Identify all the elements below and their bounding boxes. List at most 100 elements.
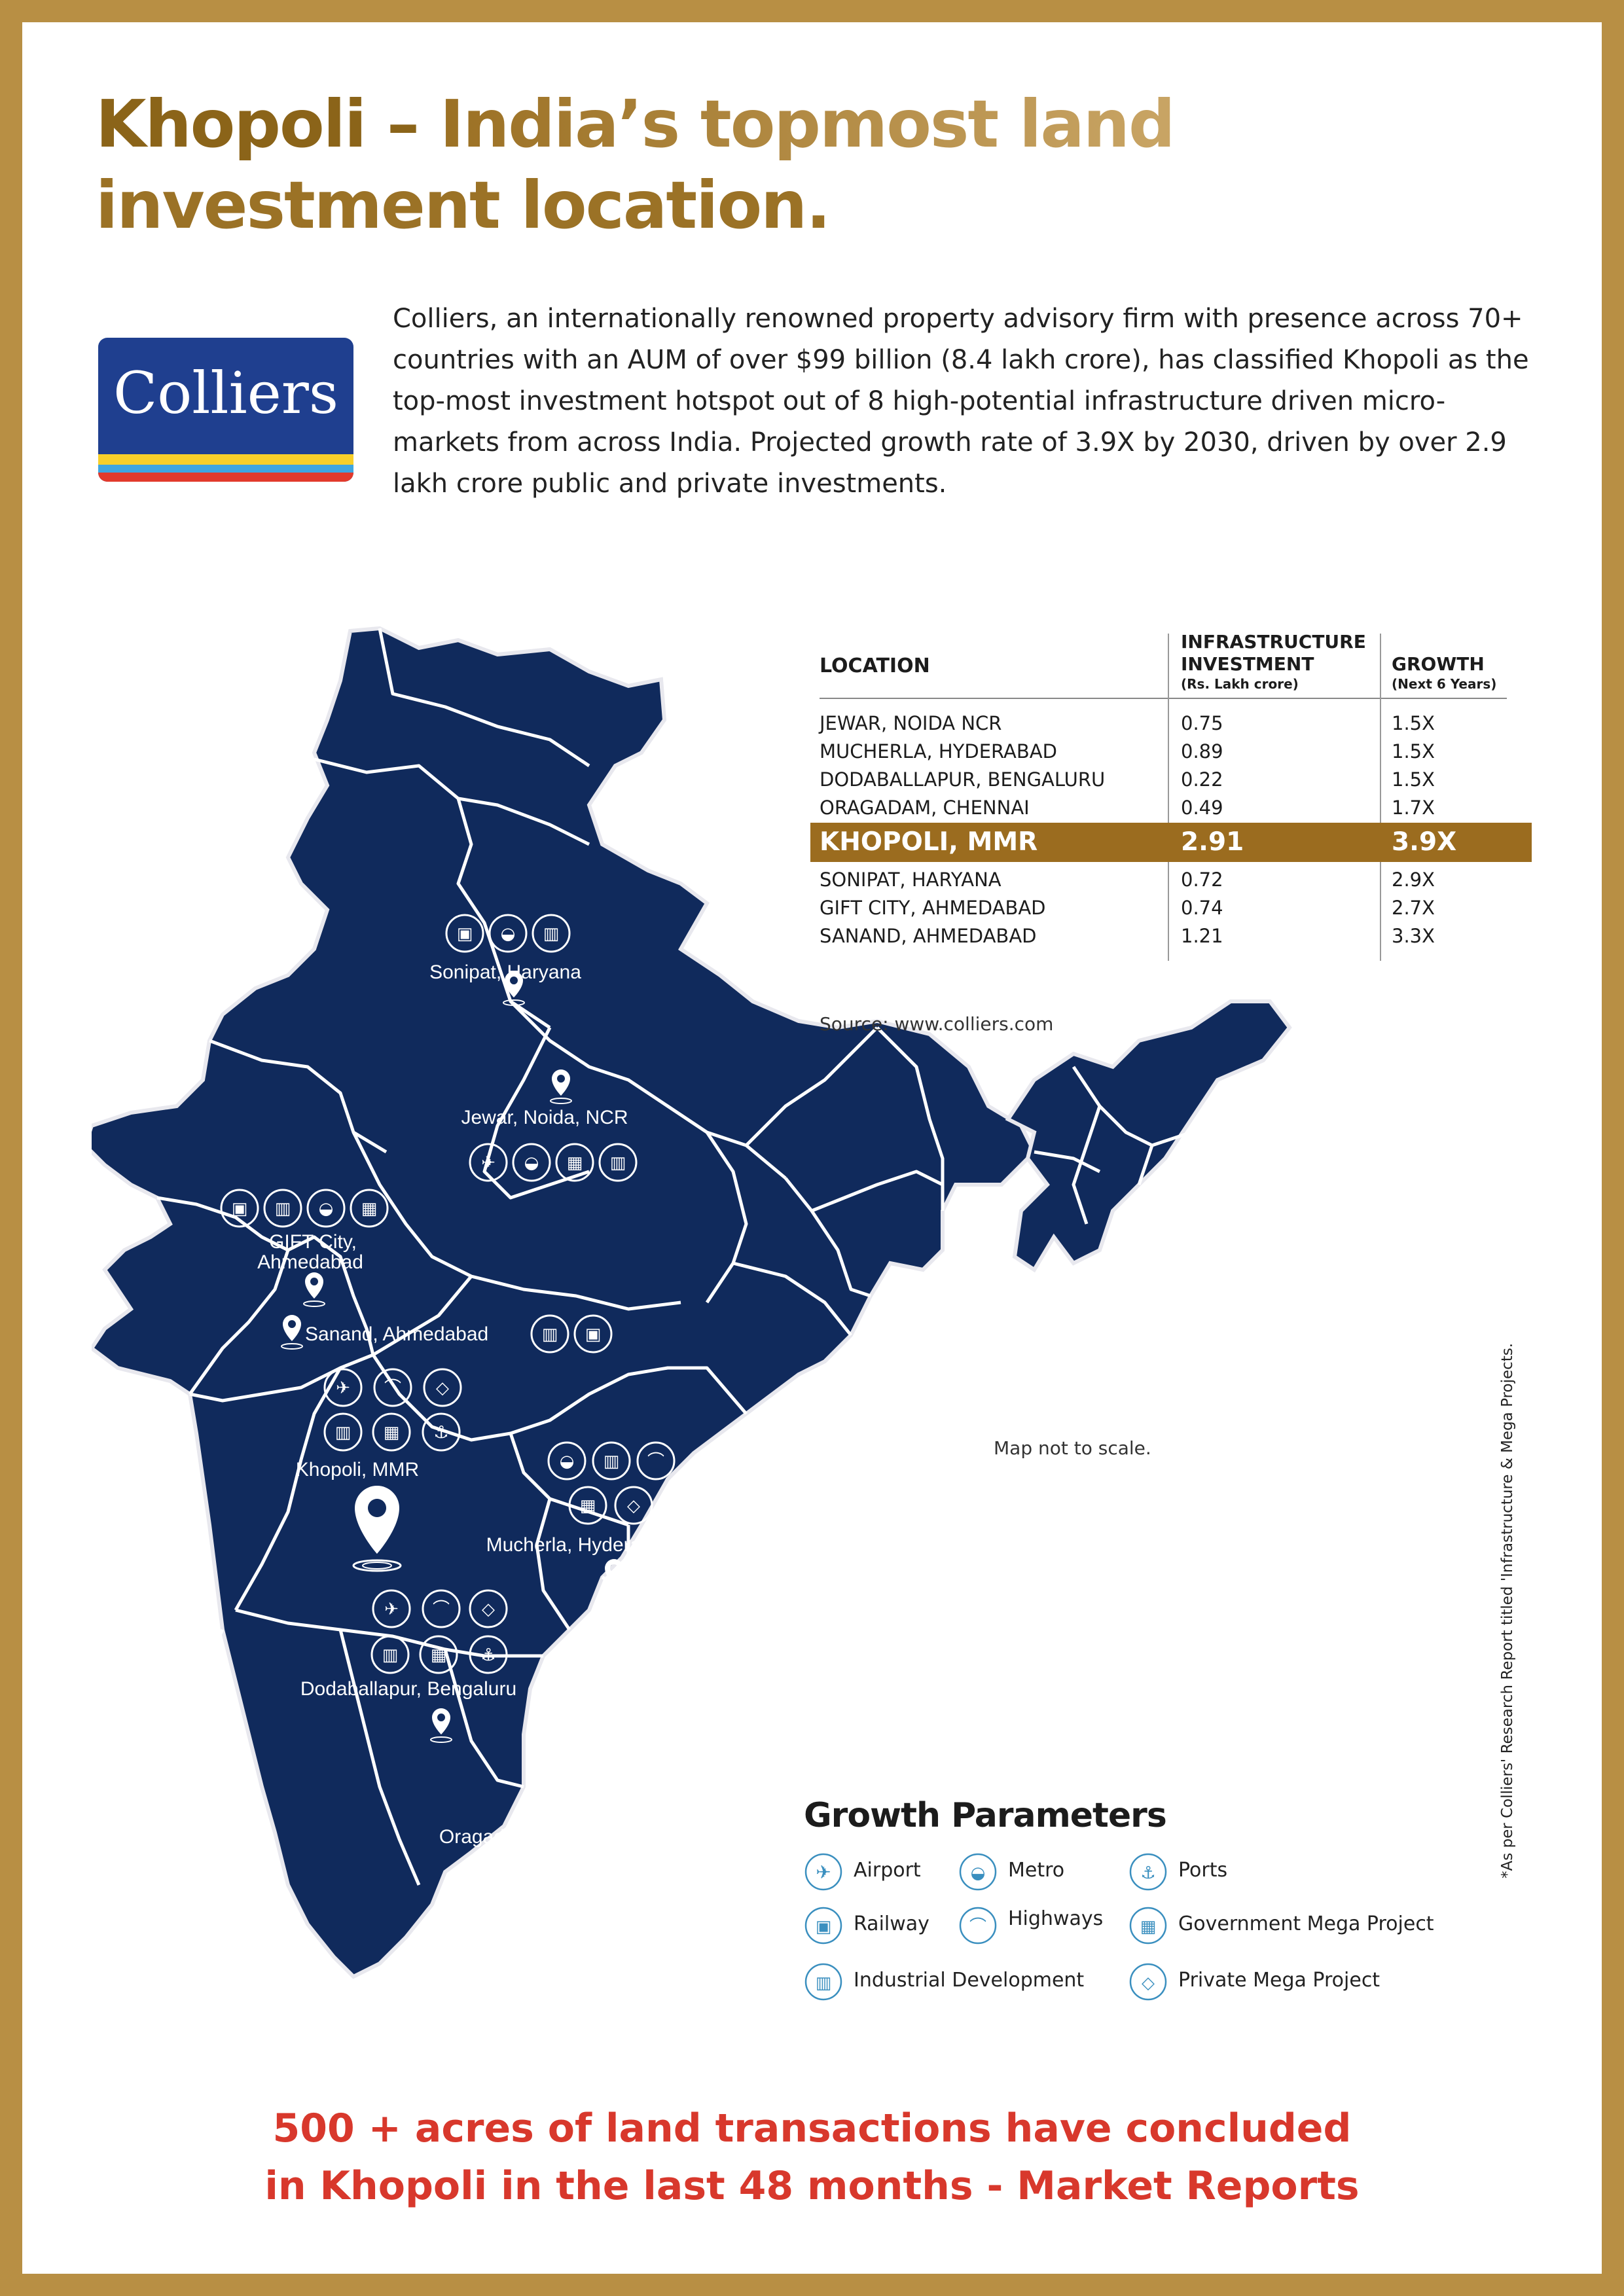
svg-text:◒: ◒: [319, 1199, 334, 1219]
railway-icon: ▣: [804, 1907, 842, 1945]
label-gift-1: GIFT City,: [269, 1231, 357, 1253]
svg-text:▦: ▦: [604, 1792, 620, 1812]
cell-growth: 3.9X: [1392, 827, 1457, 857]
pin-sanand: [281, 1315, 303, 1350]
col-header-growth-unit: (Next 6 Years): [1392, 676, 1497, 692]
title-part-2: India’s topmost land: [418, 86, 1176, 162]
legend-airport-label: Airport: [854, 1859, 921, 1882]
legend-metro-label: Metro: [1008, 1859, 1065, 1882]
ports-icon: [469, 1635, 508, 1674]
label-gift-2: Ahmedabad: [257, 1251, 363, 1273]
col-header-growth: GROWTH (Next 6 Years): [1392, 653, 1496, 692]
government-icon: [350, 1189, 389, 1228]
label-sonipat: Sonipat, Haryana: [429, 961, 581, 983]
cell-growth: 1.5X: [1392, 740, 1435, 762]
col-header-investment-line1: INFRASTRUCTURE: [1181, 631, 1366, 653]
pin-jewar: [550, 1069, 572, 1104]
label-oragadam: Oragadam, Chennai: [439, 1826, 616, 1848]
intro-paragraph: Colliers, an internationally renowned pr…: [393, 304, 1529, 499]
table-column-divider: [1380, 634, 1381, 961]
page-title: Khopoli – India’s topmost land investmen…: [96, 84, 1339, 246]
highways-icon: [636, 1441, 676, 1480]
bottom-callout-line2: in Khopoli in the last 48 months - Marke…: [264, 2163, 1360, 2209]
cell-investment: 0.75: [1181, 712, 1223, 734]
svg-text:▣: ▣: [232, 1199, 248, 1219]
pin-dodaballapur: [430, 1708, 452, 1743]
cell-growth: 1.7X: [1392, 797, 1435, 819]
svg-text:▣: ▣: [585, 1325, 602, 1344]
svg-text:✈: ✈: [384, 1600, 399, 1619]
svg-text:◇: ◇: [482, 1600, 495, 1619]
pin-oragadam: [590, 1846, 612, 1880]
diamond-icon: [614, 1486, 653, 1525]
government-icon: [592, 1782, 631, 1821]
cell-investment: 0.49: [1181, 797, 1223, 819]
legend-title: Growth Parameters: [804, 1796, 1167, 1835]
highways-icon: [422, 1589, 461, 1628]
table-column-divider: [1168, 634, 1169, 961]
cell-location: SONIPAT, HARYANA: [820, 869, 1001, 891]
label-mucherla: Mucherla, Hyderabad: [486, 1534, 674, 1556]
diamond-icon: [469, 1589, 508, 1628]
logo-stripe-red: [98, 473, 353, 482]
table-header-divider: [820, 698, 1507, 699]
industrial-icon: [598, 1143, 638, 1182]
svg-text:◇: ◇: [436, 1378, 449, 1398]
logo-stripe-blue: [98, 465, 353, 473]
label-sanand: Sanand, Ahmedabad: [305, 1323, 488, 1345]
legend-industrial-label: Industrial Development: [854, 1969, 1085, 1992]
cell-investment: 2.91: [1181, 827, 1244, 857]
colliers-logo: Colliers: [98, 338, 353, 482]
map-scale-note: Map not to scale.: [994, 1437, 1151, 1459]
map-icon-rings: [220, 914, 676, 1821]
bottom-callout-line1: 500 + acres of land transactions have co…: [272, 2106, 1352, 2151]
svg-text:⌒: ⌒: [384, 1378, 401, 1398]
svg-text:▥: ▥: [816, 1973, 832, 1993]
cell-location: MUCHERLA, HYDERABAD: [820, 740, 1057, 762]
side-footnote: *As per Colliers' Research Report titled…: [1499, 1342, 1516, 1878]
col-header-investment-line2: INVESTMENT: [1181, 653, 1314, 675]
industrial-icon: [592, 1441, 631, 1480]
pin-gift-city: [303, 1272, 325, 1307]
industrial-icon: ▥: [804, 1963, 842, 2001]
government-icon: ▦: [1129, 1907, 1167, 1945]
svg-text:◒: ◒: [560, 1452, 575, 1471]
government-icon: [555, 1143, 594, 1182]
highways-icon: [373, 1368, 412, 1407]
cell-location: ORAGADAM, CHENNAI: [820, 797, 1030, 819]
cell-location: JEWAR, NOIDA NCR: [820, 712, 1002, 734]
railway-icon: [445, 914, 484, 953]
airport-icon: [323, 1368, 363, 1407]
railway-icon: [220, 1189, 259, 1228]
cell-investment: 0.74: [1181, 897, 1223, 919]
col-header-growth-label: GROWTH: [1392, 653, 1485, 675]
government-icon: [568, 1486, 607, 1525]
industrial-icon: [545, 1782, 584, 1821]
title-part-1: Khopoli –: [96, 86, 420, 162]
svg-text:▥: ▥: [610, 1153, 626, 1173]
source-note: Source: www.colliers.com: [820, 1013, 1054, 1035]
cell-investment: 0.89: [1181, 740, 1223, 762]
legend-railway-label: Railway: [854, 1912, 929, 1935]
industrial-icon: [370, 1635, 410, 1674]
table-row: SANAND, AHMEDABAD 1.21 3.3X: [816, 923, 1536, 949]
ports-icon: [422, 1412, 461, 1452]
svg-text:⚓: ⚓: [433, 1423, 448, 1443]
svg-text:▥: ▥: [335, 1423, 352, 1443]
svg-text:✈: ✈: [481, 1153, 496, 1173]
railway-icon: [573, 1314, 613, 1354]
col-header-investment: INFRASTRUCTURE INVESTMENT (Rs. Lakh cror…: [1181, 631, 1366, 692]
svg-text:◒: ◒: [971, 1863, 986, 1883]
airport-icon: ✈: [804, 1853, 842, 1891]
cell-growth: 2.9X: [1392, 869, 1435, 891]
diamond-icon: [423, 1368, 462, 1407]
india-mainland: [92, 626, 1037, 1979]
logo-wordmark: Colliers: [113, 359, 339, 427]
cell-location: GIFT CITY, AHMEDABAD: [820, 897, 1046, 919]
svg-text:✈: ✈: [557, 1745, 571, 1765]
svg-text:▦: ▦: [431, 1645, 447, 1665]
map-pins: [281, 971, 625, 1880]
title-part-3: investment location.: [96, 167, 831, 243]
svg-text:⌒: ⌒: [969, 1917, 986, 1937]
metro-icon: [488, 914, 528, 953]
